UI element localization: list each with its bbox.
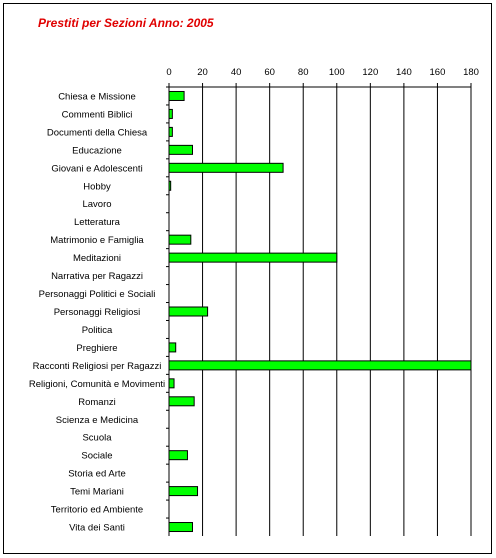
category-label: Meditazioni (73, 253, 121, 264)
bar (168, 252, 338, 263)
bar (168, 306, 209, 317)
bar (168, 360, 472, 371)
category-label: Letteratura (74, 217, 121, 228)
bar (168, 162, 284, 173)
tick-labels: 0 20 40 60 80 100 120 140 160 180 (166, 67, 479, 78)
x-tick-label: 0 (166, 67, 171, 78)
bar (168, 396, 195, 407)
bar (168, 108, 173, 119)
x-tick-label: 160 (430, 67, 446, 78)
bars (168, 90, 472, 533)
bar (168, 126, 173, 137)
axes (166, 83, 472, 536)
category-label: Lavoro (82, 199, 111, 210)
category-label: Personaggi Religiosi (54, 307, 141, 318)
category-label: Vita dei Santi (69, 523, 125, 534)
category-label: Religioni, Comunità e Movimenti (29, 379, 165, 390)
category-label: Commenti Biblici (62, 109, 133, 120)
category-label: Territorio ed Ambiente (51, 505, 143, 516)
category-label: Sociale (81, 451, 112, 462)
chart-frame (3, 3, 492, 554)
x-tick-label: 40 (231, 67, 242, 78)
bar (168, 342, 177, 353)
category-label: Temi Mariani (70, 487, 124, 498)
category-label: Documenti della Chiesa (47, 127, 148, 138)
x-tick-label: 80 (298, 67, 309, 78)
bar (168, 378, 175, 389)
x-tick-label: 20 (197, 67, 208, 78)
category-label: Politica (82, 325, 113, 336)
category-label: Preghiere (76, 343, 117, 354)
category-label: Scuola (82, 433, 112, 444)
grid-lines (202, 87, 472, 536)
category-label: Matrimonio e Famiglia (50, 235, 144, 246)
bar (168, 234, 192, 245)
category-label: Personaggi Politici e Sociali (39, 289, 156, 300)
bar (168, 450, 188, 461)
category-label: Storia ed Arte (68, 469, 126, 480)
category-label: Educazione (72, 145, 122, 156)
bar (168, 522, 193, 533)
x-tick-label: 60 (264, 67, 275, 78)
x-tick-label: 100 (329, 67, 345, 78)
bar (168, 90, 185, 101)
category-label: Hobby (83, 181, 111, 192)
x-tick-label: 140 (396, 67, 412, 78)
category-label: Racconti Religiosi per Ragazzi (33, 361, 162, 372)
category-label: Chiesa e Missione (58, 91, 136, 102)
chart-title: Prestiti per Sezioni Anno: 2005 (38, 16, 214, 30)
category-label: Scienza e Medicina (56, 415, 139, 426)
bar (168, 144, 193, 155)
category-label: Giovani e Adolescenti (51, 163, 142, 174)
category-label: Romanzi (78, 397, 116, 408)
category-labels: Chiesa e Missione Commenti Biblici Documen… (29, 91, 165, 533)
category-label: Narrativa per Ragazzi (51, 271, 143, 282)
bar (168, 486, 199, 497)
x-tick-label: 180 (463, 67, 479, 78)
x-tick-label: 120 (362, 67, 378, 78)
